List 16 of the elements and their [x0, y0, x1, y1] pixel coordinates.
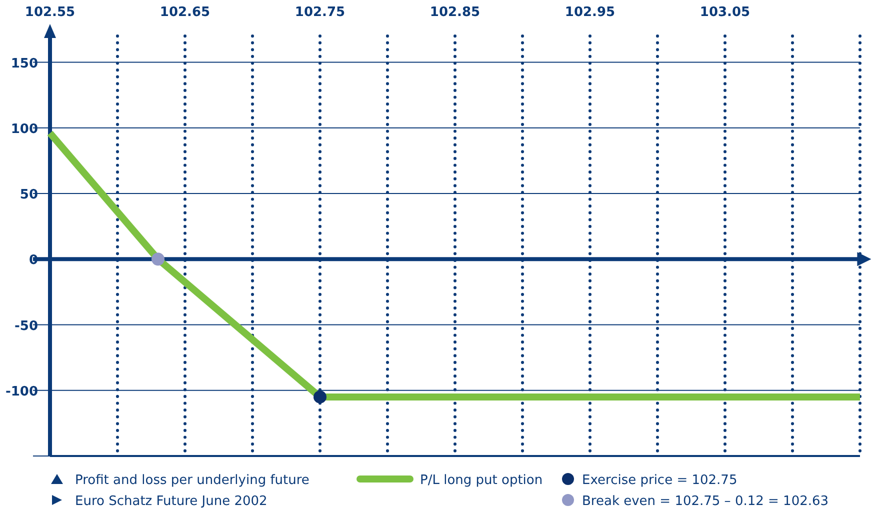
- y-tick-label: 150: [10, 56, 38, 72]
- x-tick-label: 102.65: [160, 5, 210, 20]
- x-tick-label: 102.75: [294, 5, 346, 20]
- x-tick-label: 102.85: [430, 5, 480, 20]
- y-tick-label: -100: [5, 384, 38, 400]
- legend-label: P/L long put option: [420, 473, 543, 488]
- text: Euro Schatz Future June 2002: [75, 494, 268, 509]
- x-tick-label: 102.95: [564, 5, 616, 20]
- legend-label: Exercise price = 102.75: [582, 473, 738, 488]
- x-tick-label: 102.55: [24, 5, 76, 20]
- text: Profit and loss per underlying future: [75, 473, 310, 488]
- legend-label: Break even = 102.75 – 0.12 = 102.63: [582, 494, 829, 509]
- y-tick-label: 50: [20, 188, 38, 202]
- x-tick-label: 103.05: [700, 5, 750, 20]
- y-tick-label: 100: [10, 122, 38, 137]
- y-tick-label: -50: [14, 318, 38, 334]
